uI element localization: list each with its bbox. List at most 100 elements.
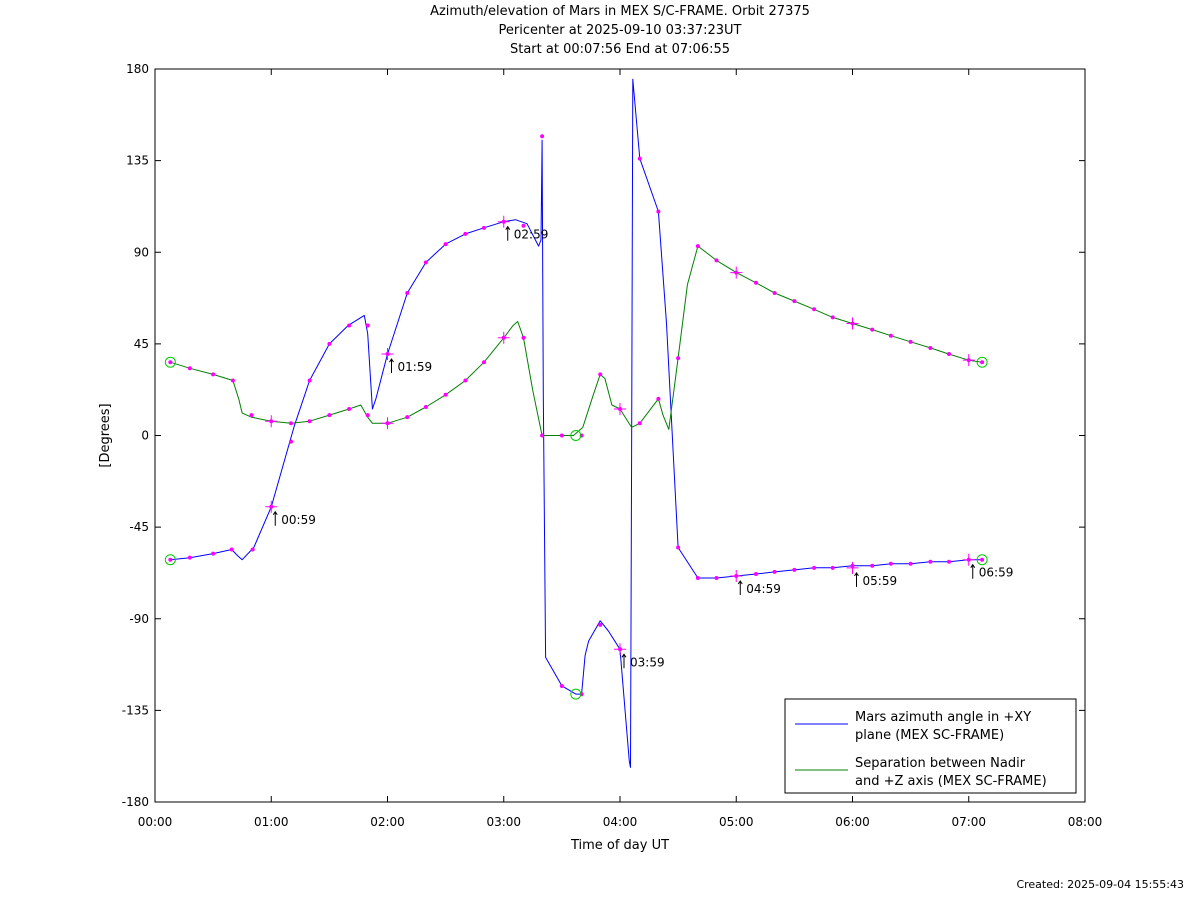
separation-data-point xyxy=(405,415,410,420)
azimuth-hour-marker xyxy=(962,553,975,566)
start-end-marker xyxy=(976,554,988,566)
azimuth-hour-marker xyxy=(614,643,626,656)
separation-data-point xyxy=(888,333,893,338)
x-tick-label: 03:00 xyxy=(486,815,521,829)
separation-data-point xyxy=(307,419,312,424)
x-tick-label: 02:00 xyxy=(370,815,405,829)
time-annotation-label: 06:59 xyxy=(979,566,1014,580)
azimuth-hour-marker xyxy=(381,348,394,361)
start-end-marker xyxy=(570,688,582,700)
separation-data-point xyxy=(230,378,235,383)
start-end-marker xyxy=(976,356,988,368)
separation-data-point xyxy=(289,421,294,426)
separation-data-point xyxy=(695,244,700,249)
y-tick-label: -135 xyxy=(122,703,149,717)
legend-label: plane (MEX SC-FRAME) xyxy=(855,728,1004,743)
separation-hour-marker xyxy=(846,317,859,330)
time-annotation-label: 00:59 xyxy=(281,513,316,527)
azimuth-data-point xyxy=(187,555,192,560)
separation-data-point xyxy=(754,280,759,285)
azimuth-data-point xyxy=(598,622,603,627)
annotation-layer: 00:59 01:59 02:59 03:59 04:59 05:59 06:59 xyxy=(272,225,1014,669)
time-annotation-label: 01:59 xyxy=(398,360,433,374)
marker-layer xyxy=(164,134,988,700)
separation-data-point xyxy=(946,352,951,357)
separation-data-point xyxy=(559,433,564,438)
start-end-marker xyxy=(570,430,582,441)
separation-hour-marker xyxy=(381,417,394,430)
x-tick-label: 00:00 xyxy=(138,815,173,829)
legend: Mars azimuth angle in +XY plane (MEX SC-F… xyxy=(784,698,1077,794)
separation-data-point xyxy=(637,421,642,426)
separation-hour-marker xyxy=(265,415,278,428)
separation-data-point xyxy=(676,356,681,361)
azimuth-data-point xyxy=(347,323,352,328)
separation-hour-marker xyxy=(962,354,975,367)
separation-data-point xyxy=(211,372,216,377)
azimuth-data-point xyxy=(714,576,719,581)
x-tick-label: 04:00 xyxy=(603,815,638,829)
azimuth-data-point xyxy=(792,567,797,572)
separation-data-point xyxy=(521,335,526,340)
separation-data-point xyxy=(249,413,254,418)
azimuth-data-point xyxy=(637,156,642,161)
azimuth-hour-marker xyxy=(846,561,859,574)
x-axis-label: Time of day UT xyxy=(570,838,669,853)
azimuth-data-point xyxy=(405,290,410,295)
y-tick-label: -45 xyxy=(129,520,149,534)
azimuth-data-point xyxy=(908,561,913,566)
y-axis-label: [Degrees] xyxy=(98,403,113,467)
plot-frame xyxy=(154,68,1086,803)
azimuth-data-point xyxy=(307,378,312,383)
y-tick-label: 90 xyxy=(134,245,149,259)
azimuth-data-point xyxy=(559,683,564,688)
start-end-marker xyxy=(164,356,176,368)
azimuth-hour-marker xyxy=(265,500,278,513)
y-tick-label: 45 xyxy=(134,337,149,351)
azimuth-hour-marker xyxy=(730,569,743,582)
x-tick-label: 01:00 xyxy=(254,815,289,829)
separation-series-line xyxy=(170,245,983,436)
separation-data-point xyxy=(365,413,370,418)
azimuth-data-point xyxy=(695,576,700,581)
time-annotation-arrow xyxy=(621,653,627,669)
separation-data-point xyxy=(830,315,835,320)
separation-hour-marker xyxy=(730,266,743,279)
time-annotation-label: 04:59 xyxy=(746,582,781,596)
separation-data-point xyxy=(772,290,777,295)
legend-label: Mars azimuth angle in +XY xyxy=(855,710,1031,725)
time-annotation-label: 05:59 xyxy=(863,574,898,588)
y-tick-label: 180 xyxy=(126,62,149,76)
legend-box xyxy=(784,698,1077,794)
azimuth-data-point xyxy=(229,547,234,552)
time-annotation-arrow xyxy=(854,571,859,587)
separation-hour-marker xyxy=(614,403,626,416)
azimuth-data-point xyxy=(830,565,835,570)
azimuth-data-point xyxy=(365,323,370,328)
axes-layer: 00:00 01:00 02:00 03:00 04:00 05:00 06:00 07:00… xyxy=(98,62,1102,853)
y-tick-label: -180 xyxy=(122,795,149,809)
separation-data-point xyxy=(443,392,448,397)
separation-data-point xyxy=(980,360,985,365)
azimuth-data-point xyxy=(946,559,951,564)
separation-data-point xyxy=(347,407,352,412)
time-annotation-label: 02:59 xyxy=(514,228,549,242)
separation-data-point xyxy=(463,378,468,383)
time-annotation-arrow xyxy=(272,510,278,526)
azimuth-hour-marker xyxy=(497,215,510,228)
created-timestamp: Created: 2025-09-04 15:55:43 xyxy=(1016,878,1184,891)
azimuth-data-point xyxy=(211,551,216,556)
azimuth-data-point xyxy=(812,565,817,570)
azimuth-data-point xyxy=(540,134,545,139)
separation-hour-marker xyxy=(497,331,510,344)
separation-data-point xyxy=(792,299,797,304)
separation-data-point xyxy=(714,258,719,263)
separation-data-point xyxy=(598,372,603,377)
azimuth-data-point xyxy=(521,223,526,228)
azimuth-data-point xyxy=(289,439,294,444)
azimuth-data-point xyxy=(870,563,875,568)
azimuth-data-point xyxy=(423,260,428,265)
y-tick-label: -90 xyxy=(129,612,149,626)
separation-data-point xyxy=(327,413,332,418)
